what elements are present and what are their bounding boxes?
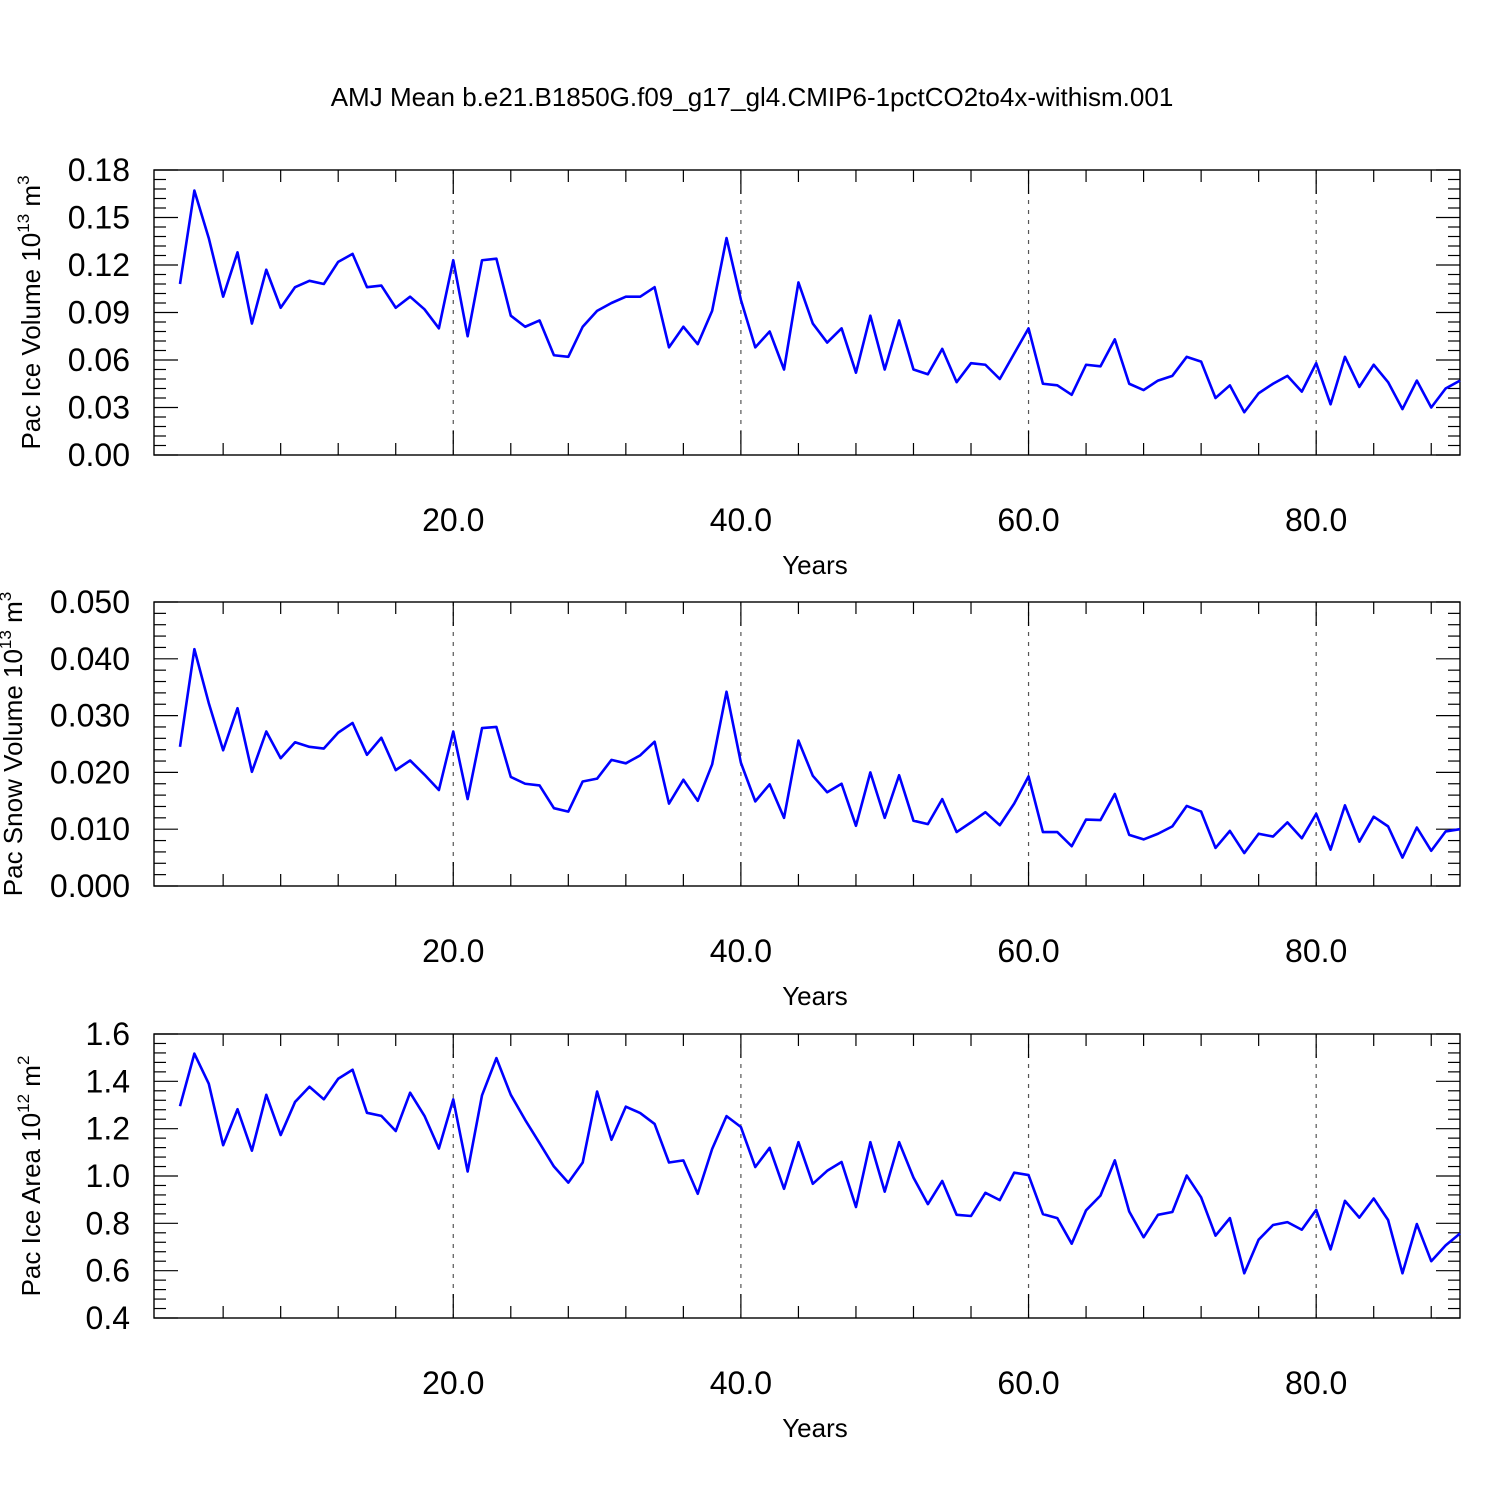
y-tick-label: 0.18 bbox=[68, 152, 130, 188]
y-tick-label: 1.0 bbox=[86, 1158, 130, 1194]
y-tick-label: 0.15 bbox=[68, 200, 130, 236]
y-tick-label: 0.6 bbox=[86, 1253, 130, 1289]
x-axis-label: Years bbox=[782, 981, 848, 1011]
series-line bbox=[178, 1052, 1461, 1275]
x-tick-label: 40.0 bbox=[710, 502, 772, 538]
panel-3: 0.4 0.6 0.8 1.0 1.2 1.4 1.6 20.0 40.0 60.0 80.0 Yea… bbox=[14, 1016, 1461, 1443]
y-tick-label: 0.030 bbox=[50, 698, 130, 734]
panels: 0.00 0.03 0.06 0.09 0.12 0.15 0.18 20.0 40.0 60.0… bbox=[0, 152, 1461, 1443]
y-tick-label: 0.06 bbox=[68, 342, 130, 378]
x-tick-label: 20.0 bbox=[422, 502, 484, 538]
y-axis-label: Pac Snow Volume 1013 m3 bbox=[0, 592, 28, 896]
y-tick-label: 0.020 bbox=[50, 754, 130, 790]
x-tick-label: 60.0 bbox=[997, 1365, 1059, 1401]
x-tick-label: 80.0 bbox=[1285, 502, 1347, 538]
x-tick-label: 20.0 bbox=[422, 933, 484, 969]
x-tick-label: 40.0 bbox=[710, 1365, 772, 1401]
y-tick-label: 0.010 bbox=[50, 811, 130, 847]
x-tick-label: 60.0 bbox=[997, 502, 1059, 538]
y-axis-label: Pac Ice Volume 1013 m3 bbox=[14, 175, 46, 449]
y-tick-label: 0.4 bbox=[86, 1300, 130, 1336]
y-tick-label: 1.4 bbox=[86, 1063, 130, 1099]
y-axis-label: Pac Ice Area 1012 m2 bbox=[14, 1056, 46, 1297]
x-tick-label: 80.0 bbox=[1285, 1365, 1347, 1401]
y-tick-label: 0.000 bbox=[50, 868, 130, 904]
x-tick-label: 20.0 bbox=[422, 1365, 484, 1401]
x-tick-label: 80.0 bbox=[1285, 933, 1347, 969]
y-tick-label: 1.6 bbox=[86, 1016, 130, 1052]
x-axis-label: Years bbox=[782, 550, 848, 580]
x-tick-label: 60.0 bbox=[997, 933, 1059, 969]
series-line bbox=[178, 189, 1461, 414]
x-tick-label: 40.0 bbox=[710, 933, 772, 969]
y-tick-label: 0.050 bbox=[50, 584, 130, 620]
y-tick-label: 0.12 bbox=[68, 247, 130, 283]
y-tick-label: 0.040 bbox=[50, 641, 130, 677]
y-tick-label: 0.00 bbox=[68, 437, 130, 473]
plot-frame bbox=[153, 601, 1461, 887]
figure-title: AMJ Mean b.e21.B1850G.f09_g17_gl4.CMIP6-… bbox=[331, 82, 1174, 112]
y-tick-label: 0.8 bbox=[86, 1205, 130, 1241]
series-line bbox=[178, 647, 1461, 859]
y-tick-label: 1.2 bbox=[86, 1111, 130, 1147]
x-axis-label: Years bbox=[782, 1413, 848, 1443]
panel-2: 0.000 0.010 0.020 0.030 0.040 0.050 20.0 40.0 60… bbox=[0, 584, 1461, 1011]
y-tick-label: 0.03 bbox=[68, 390, 130, 426]
y-tick-label: 0.09 bbox=[68, 295, 130, 331]
panel-1: 0.00 0.03 0.06 0.09 0.12 0.15 0.18 20.0 40.0 60.0… bbox=[14, 152, 1461, 580]
